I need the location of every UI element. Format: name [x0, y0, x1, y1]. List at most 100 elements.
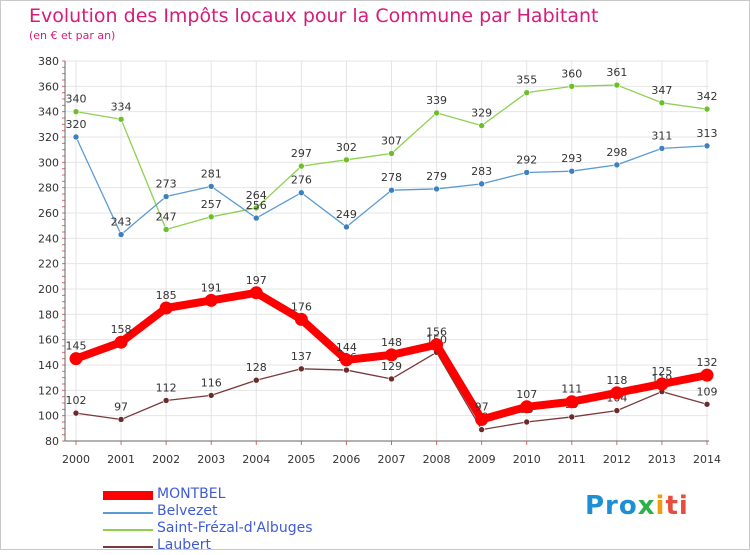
data-point-laubert [613, 407, 621, 414]
data-label-belvezet: 293 [561, 152, 582, 165]
data-point-saint-fr-zal-d-albuges [207, 213, 215, 221]
data-point-laubert [478, 426, 485, 433]
data-label-belvezet: 281 [201, 167, 222, 180]
data-point-montbel [159, 301, 173, 315]
data-point-montbel [520, 400, 534, 414]
data-point-belvezet [117, 231, 125, 238]
data-point-laubert [568, 413, 576, 421]
data-label-belvezet: 283 [471, 165, 492, 178]
chart-subtitle: (en € et par an) [29, 29, 116, 42]
data-label-montbel: 118 [606, 374, 627, 387]
data-label-saint-fr-zal-d-albuges: 361 [606, 66, 627, 79]
data-label-saint-fr-zal-d-albuges: 302 [336, 141, 357, 154]
data-point-montbel [249, 286, 263, 300]
data-point-saint-fr-zal-d-albuges [658, 99, 666, 107]
legend-swatch-belvezet [103, 512, 153, 514]
data-label-belvezet: 276 [291, 174, 312, 187]
y-tick-label: 340 [38, 106, 59, 119]
data-label-belvezet: 313 [697, 127, 718, 140]
data-label-montbel: 145 [66, 340, 87, 353]
data-label-montbel: 97 [475, 400, 489, 413]
data-point-belvezet [613, 161, 621, 169]
x-tick-label: 2013 [648, 453, 676, 466]
y-tick-label: 180 [38, 308, 59, 321]
y-tick-label: 160 [38, 334, 59, 347]
data-label-laubert: 128 [246, 361, 267, 374]
data-label-laubert: 116 [201, 376, 222, 389]
data-point-laubert [523, 418, 531, 426]
data-label-montbel: 144 [336, 341, 357, 354]
x-tick-label: 2012 [603, 453, 631, 466]
data-label-belvezet: 278 [381, 171, 402, 184]
x-tick-label: 2009 [468, 453, 496, 466]
data-point-laubert [252, 376, 260, 384]
data-point-laubert [703, 400, 711, 408]
data-label-laubert: 112 [156, 381, 177, 394]
data-point-laubert [72, 409, 80, 417]
data-point-montbel [204, 293, 218, 307]
data-point-belvezet [298, 189, 305, 197]
x-tick-label: 2004 [242, 453, 270, 466]
data-label-belvezet: 279 [426, 170, 447, 183]
data-label-saint-fr-zal-d-albuges: 339 [426, 94, 447, 107]
y-tick-label: 240 [38, 232, 59, 245]
x-tick-label: 2003 [197, 453, 225, 466]
data-point-belvezet [252, 214, 260, 222]
data-point-laubert [207, 392, 215, 399]
data-point-montbel [475, 412, 489, 426]
y-tick-label: 280 [38, 182, 59, 195]
data-label-laubert: 129 [381, 360, 402, 373]
data-point-belvezet [658, 145, 666, 152]
x-tick-label: 2000 [62, 453, 90, 466]
data-label-saint-fr-zal-d-albuges: 297 [291, 147, 312, 160]
y-tick-label: 220 [38, 258, 59, 271]
data-label-montbel: 132 [697, 356, 718, 369]
data-point-belvezet [162, 193, 170, 200]
y-tick-label: 200 [38, 283, 59, 296]
data-point-saint-fr-zal-d-albuges [523, 89, 531, 96]
proxiti-logo: Proxiti [585, 491, 689, 521]
data-label-belvezet: 311 [651, 129, 672, 142]
y-tick-label: 140 [38, 359, 59, 372]
x-tick-label: 2008 [423, 453, 451, 466]
data-label-saint-fr-zal-d-albuges: 347 [651, 84, 672, 97]
legend-label-laubert: Laubert [157, 537, 211, 553]
data-label-belvezet: 273 [156, 178, 177, 191]
data-point-saint-fr-zal-d-albuges [568, 83, 576, 90]
y-tick-label: 360 [38, 80, 59, 93]
data-label-saint-fr-zal-d-albuges: 257 [201, 198, 222, 211]
data-point-saint-fr-zal-d-albuges [117, 115, 125, 123]
data-point-saint-fr-zal-d-albuges [72, 108, 80, 115]
y-tick-label: 80 [45, 435, 59, 448]
x-tick-label: 2002 [152, 453, 180, 466]
data-label-laubert: 97 [114, 400, 128, 413]
data-point-saint-fr-zal-d-albuges [343, 156, 350, 164]
y-tick-label: 100 [38, 410, 59, 423]
data-point-belvezet [523, 169, 531, 176]
data-point-laubert [388, 375, 395, 383]
legend-label-belvezet: Belvezet [157, 503, 218, 519]
data-label-montbel: 156 [426, 326, 447, 339]
x-tick-label: 2010 [513, 453, 541, 466]
data-label-montbel: 191 [201, 281, 222, 294]
data-point-saint-fr-zal-d-albuges [298, 162, 305, 170]
data-point-belvezet [433, 185, 440, 193]
y-tick-label: 260 [38, 207, 59, 220]
data-point-saint-fr-zal-d-albuges [162, 226, 170, 233]
data-label-belvezet: 298 [606, 146, 627, 159]
data-label-montbel: 107 [516, 388, 537, 401]
data-point-belvezet [478, 180, 485, 188]
data-point-montbel [339, 353, 353, 367]
data-label-montbel: 185 [156, 289, 177, 302]
data-label-saint-fr-zal-d-albuges: 355 [516, 74, 537, 87]
data-label-saint-fr-zal-d-albuges: 329 [471, 107, 492, 120]
data-point-belvezet [72, 133, 80, 141]
legend-label-montbel: MONTBEL [157, 486, 226, 502]
x-tick-label: 2001 [107, 453, 135, 466]
data-point-montbel [114, 335, 128, 349]
data-point-laubert [162, 397, 170, 404]
data-label-saint-fr-zal-d-albuges: 360 [561, 67, 582, 80]
data-point-saint-fr-zal-d-albuges [613, 81, 621, 89]
data-label-saint-fr-zal-d-albuges: 247 [156, 210, 177, 223]
data-point-saint-fr-zal-d-albuges [388, 150, 395, 157]
